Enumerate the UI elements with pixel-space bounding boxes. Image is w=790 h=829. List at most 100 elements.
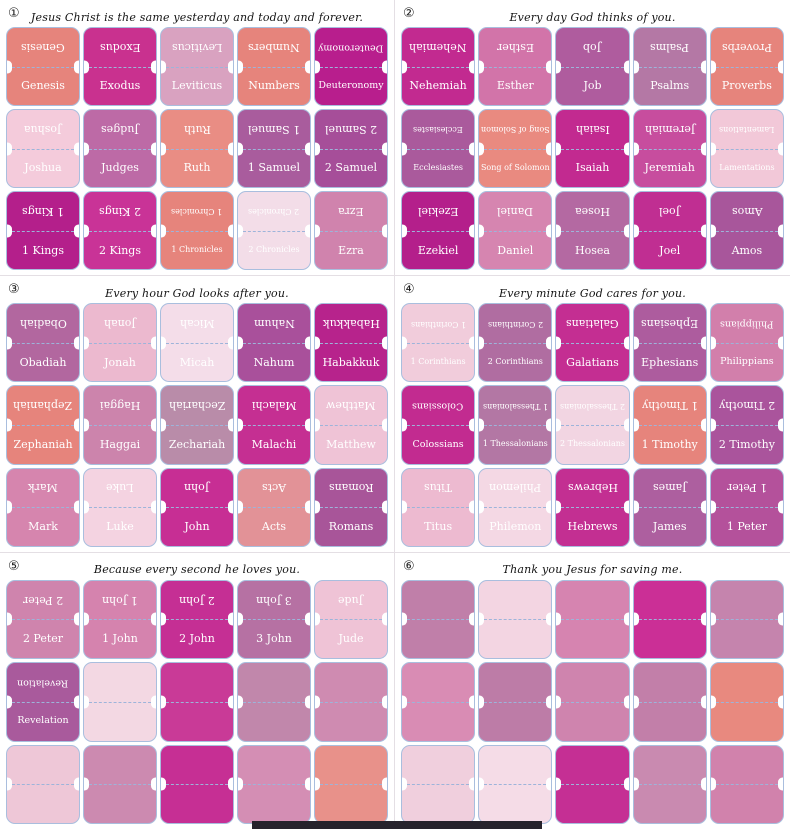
book-name-top: 1 Peter [726,481,767,495]
tab-top-half: Titus [402,469,474,508]
fold-notch-left [238,224,243,238]
tab-bottom-half: Matthew [315,425,387,464]
fold-notch-right [305,60,310,74]
fold-line [407,424,470,426]
tab-top-half [7,746,79,785]
fold-notch-left [7,224,12,238]
tab-top-half: John [161,469,233,508]
fold-notch-left [84,142,89,156]
fold-notch-right [382,777,387,791]
fold-notch-left [556,60,562,74]
tab-top-half [402,746,474,785]
book-name-bottom: Revelation [17,715,69,727]
tab-bottom-half: 2 Chronicles [238,231,310,270]
fold-line [561,784,624,786]
fold-notch-right [777,60,783,74]
tab-top-half: Nahum [238,304,310,343]
tab-bottom-half [315,784,387,823]
book-tab [555,662,630,742]
tab-bottom-half: Lamentations [711,149,783,188]
tab-bottom-half: Job [556,67,628,106]
book-tab: Ezra Ezra [314,191,388,271]
fold-notch-right [700,695,706,709]
fold-notch-right [74,336,79,350]
fold-notch-left [633,224,639,238]
book-tab [709,579,784,660]
tab-top-half: Malachi [238,386,310,425]
tab-top-half: Philemon [479,469,551,508]
book-name-top: Ruth [183,122,211,136]
fold-notch-right [469,336,475,350]
fold-line [89,66,151,68]
fold-notch-left [556,612,562,626]
book-tab: 2 John 2 John [160,579,234,660]
fold-notch-right [382,142,387,156]
panel-title: Jesus Christ is the same yesterday and t… [30,10,364,24]
fold-line [561,424,624,426]
fold-notch-right [546,336,552,350]
fold-notch-left [710,500,716,514]
fold-line [715,701,778,703]
fold-notch-right [546,142,552,156]
book-tab: Leviticus Leviticus [160,27,234,107]
tab-bottom-half: Revelation [7,702,79,741]
tab-bottom-half: Joshua [7,149,79,188]
tab-top-half: Ezra [315,192,387,231]
tab-top-half: Galatians [556,304,628,343]
fold-line [638,701,701,703]
book-name-bottom: Song of Solomon [480,162,550,172]
fold-notch-left [84,500,89,514]
book-tab [401,579,476,660]
book-name-top: 1 Samuel [247,122,301,136]
fold-notch-left [633,777,639,791]
book-name-top: James [652,481,687,495]
tab-top-half: 1 Timothy [634,386,706,425]
tab-top-half [711,663,783,702]
fold-notch-right [382,336,387,350]
fold-notch-right [228,612,233,626]
tab-bottom-half: Leviticus [161,67,233,106]
tab-top-half: Numbers [238,28,310,67]
tab-bottom-half [84,702,156,741]
tab-bottom-half [479,784,551,823]
book-tab: 2 Timothy 2 Timothy [709,385,784,465]
tab-top-half: Hosea [556,192,628,231]
tab-bottom-half [634,702,706,741]
tab-top-half: Esther [479,28,551,67]
book-tab [709,662,784,742]
fold-notch-left [161,777,166,791]
tab-top-half: Zephaniah [7,386,79,425]
book-name-bottom: 1 Chronicles [171,245,223,255]
tab-top-half [634,746,706,785]
fold-notch-right [469,142,475,156]
book-name-bottom: 1 Peter [726,519,767,533]
tab-grid: Obadiah Obadiah Jonah Jonah Micah Micah [6,303,388,547]
book-name-bottom: Zechariah [168,437,226,451]
fold-notch-left [315,60,320,74]
book-tab: Zechariah Zechariah [160,385,234,465]
fold-line [320,66,382,68]
fold-line [638,148,701,150]
book-tab [401,744,476,824]
book-tab: Exodus Exodus [83,27,157,107]
fold-notch-left [479,612,485,626]
book-tab: 2 Chronicles 2 Chronicles [237,191,311,271]
fold-notch-left [315,500,320,514]
book-name-bottom: Joel [659,243,681,257]
tab-top-half [711,581,783,620]
tab-bottom-half: Isaiah [556,149,628,188]
book-name-top: Obadiah [19,317,67,331]
fold-line [638,619,701,621]
book-tab: Judges Judges [83,109,157,189]
fold-notch-right [777,142,783,156]
fold-notch-left [238,612,243,626]
fold-notch-right [305,695,310,709]
fold-notch-right [305,224,310,238]
tab-top-half [315,746,387,785]
fold-notch-right [305,418,310,432]
book-name-bottom: 2 Peter [22,632,64,646]
fold-line [561,619,624,621]
tab-top-half: Judges [84,110,156,149]
fold-line [407,230,470,232]
